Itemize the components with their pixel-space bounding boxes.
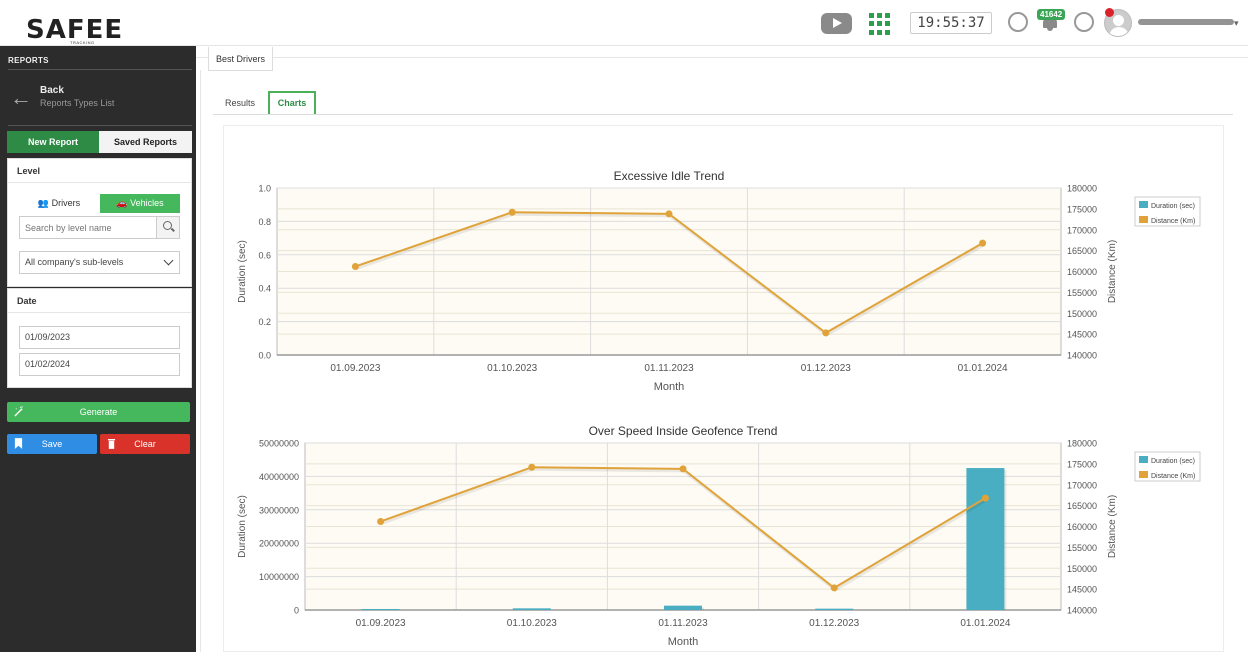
level-title: Level [8, 159, 191, 183]
divider [8, 125, 192, 126]
clear-label: Clear [134, 439, 156, 449]
level-search [19, 216, 180, 239]
clear-button[interactable]: Clear [100, 434, 190, 454]
clock-display: 19:55:37 [910, 12, 992, 34]
tab-new-report[interactable]: New Report [7, 131, 99, 153]
generate-button[interactable]: Generate [7, 402, 190, 422]
username-redacted[interactable] [1138, 19, 1234, 25]
bookmark-icon [14, 438, 23, 449]
level-search-input[interactable] [20, 217, 157, 238]
notification-badge: 41642 [1037, 9, 1066, 20]
charts-card [223, 125, 1224, 652]
tab-best-drivers[interactable]: Best Drivers [208, 47, 273, 71]
sidebar: REPORTS ← Back Reports Types List New Re… [0, 46, 196, 652]
divider [213, 114, 1233, 115]
logo-text: SAFEE [26, 15, 124, 45]
back-sublabel: Reports Types List [40, 98, 115, 108]
globe-icon[interactable] [1074, 12, 1094, 32]
support-icon[interactable] [1008, 12, 1028, 32]
back-label: Back [40, 85, 64, 96]
apps-grid-icon[interactable] [869, 13, 891, 35]
level-panel: Level 👥 Drivers 🚗 Vehicles All company's… [7, 158, 192, 287]
date-panel: Date 01/09/2023 01/02/2024 [7, 288, 192, 388]
divider [196, 57, 1248, 58]
level-vehicles-label: Vehicles [130, 198, 164, 208]
save-button[interactable]: Save [7, 434, 97, 454]
level-vehicles-button[interactable]: 🚗 Vehicles [100, 194, 180, 213]
arrow-left-icon: ← [10, 85, 32, 110]
sublevel-select[interactable]: All company's sub-levels [19, 251, 180, 274]
chevron-down-icon [163, 255, 174, 266]
car-icon: 🚗 [116, 198, 128, 208]
level-drivers-label: Drivers [51, 198, 81, 208]
back-link[interactable]: ← Back Reports Types List [8, 84, 192, 120]
save-label: Save [41, 439, 63, 449]
level-drivers-button[interactable]: 👥 Drivers [19, 194, 99, 213]
tab-saved-reports[interactable]: Saved Reports [99, 131, 192, 153]
date-title: Date [8, 289, 191, 313]
status-dot [1105, 8, 1114, 17]
date-from-input[interactable]: 01/09/2023 [19, 326, 180, 349]
safee-logo[interactable]: SAFEE TRACKING SYSTEM [12, 7, 122, 50]
date-to-input[interactable]: 01/02/2024 [19, 353, 180, 376]
youtube-icon[interactable] [821, 13, 852, 34]
main-area [200, 70, 1248, 652]
tab-results[interactable]: Results [224, 98, 255, 108]
magic-wand-icon [14, 406, 23, 417]
users-icon: 👥 [37, 198, 50, 208]
sidebar-title: REPORTS [8, 56, 192, 70]
tab-charts[interactable]: Charts [268, 91, 316, 114]
trash-icon [107, 439, 116, 449]
chevron-down-icon[interactable]: ▾ [1234, 18, 1239, 28]
generate-label: Generate [79, 407, 118, 417]
top-bar: SAFEE TRACKING SYSTEM 19:55:37 41642 ▾ [0, 0, 1248, 50]
sublevel-select-value: All company's sub-levels [25, 257, 124, 267]
search-icon[interactable] [156, 217, 179, 238]
